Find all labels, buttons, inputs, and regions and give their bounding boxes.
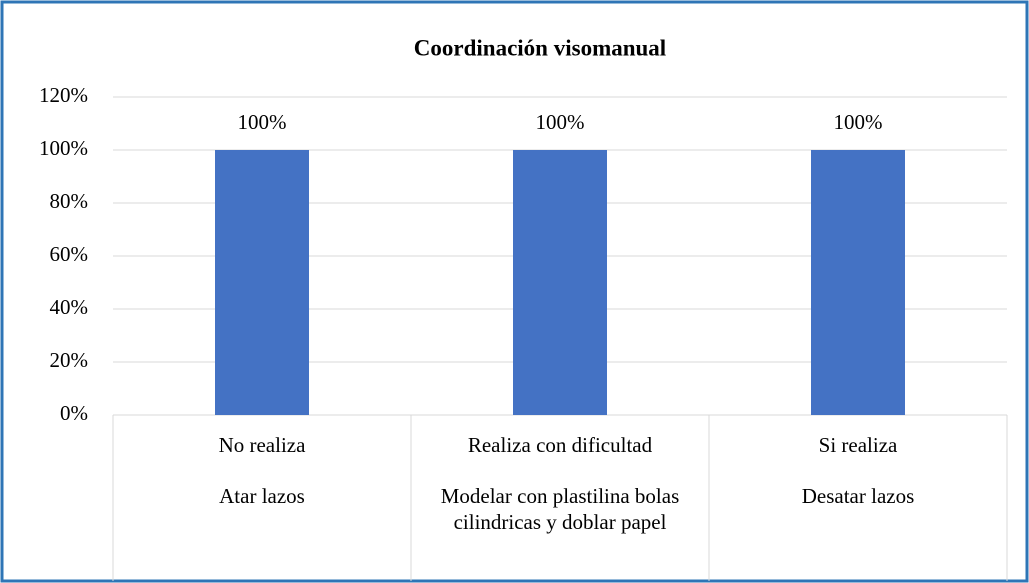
x-subcategory-label: Atar lazos	[219, 484, 305, 508]
y-tick-label: 0%	[60, 401, 88, 425]
y-tick-label: 60%	[50, 242, 89, 266]
bar	[811, 150, 905, 415]
chart-title: Coordinación visomanual	[414, 35, 666, 60]
x-tick-label: Realiza con dificultad	[468, 433, 653, 457]
x-subcategory-label: Modelar con plastilina bolas cilindricas…	[440, 484, 680, 534]
value-label: 100%	[536, 110, 585, 134]
x-subcategory-label: Desatar lazos	[801, 484, 915, 508]
y-tick-label: 120%	[39, 83, 88, 107]
x-tick-label: Si realiza	[819, 433, 898, 457]
bar	[513, 150, 607, 415]
value-label: 100%	[834, 110, 883, 134]
x-tick-label: No realiza	[219, 433, 307, 457]
y-tick-label: 20%	[50, 348, 89, 372]
bar	[215, 150, 309, 415]
y-tick-label: 80%	[50, 189, 89, 213]
y-tick-label: 40%	[50, 295, 89, 319]
y-tick-label: 100%	[39, 136, 88, 160]
value-label: 100%	[238, 110, 287, 134]
